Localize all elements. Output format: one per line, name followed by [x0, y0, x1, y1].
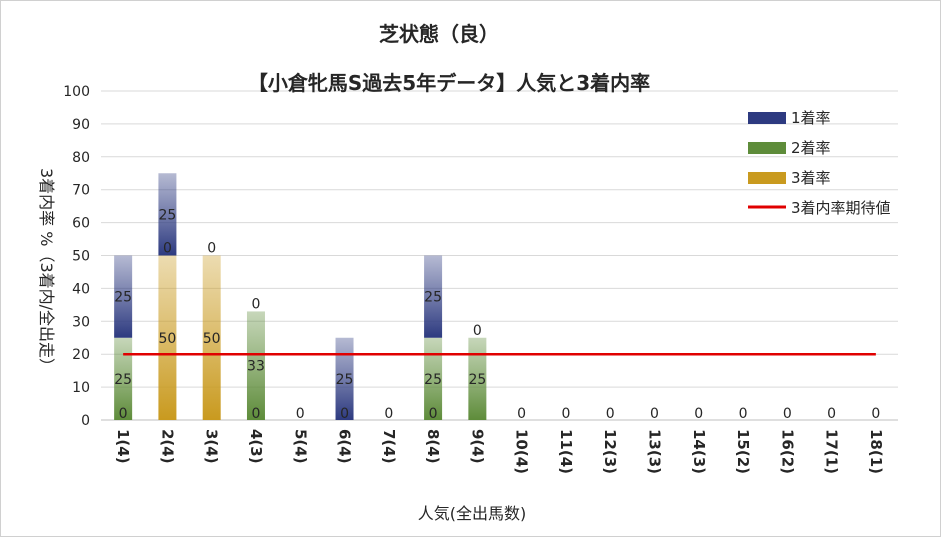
data-label: 0 [517, 406, 526, 422]
data-label: 0 [650, 406, 659, 422]
data-label: 0 [871, 406, 880, 422]
x-tick-label: 10(4) [513, 429, 531, 474]
x-tick-label: 12(3) [601, 429, 619, 474]
y-tick-label: 50 [72, 249, 90, 265]
x-tick-label: 5(4) [291, 429, 309, 464]
data-label: 25 [114, 372, 132, 388]
x-tick-label: 17(1) [823, 429, 841, 474]
legend-label-3rd: 3着率 [791, 169, 831, 187]
chart-subtitle: 【小倉牝馬S過去5年データ】人気と3着内率 [248, 71, 650, 95]
x-tick-label: 16(2) [778, 429, 796, 474]
y-tick-label: 0 [81, 413, 90, 429]
legend-swatch-3rd [748, 172, 786, 184]
x-tick-label: 14(3) [690, 429, 708, 474]
y-tick-label: 60 [72, 216, 90, 232]
data-label: 0 [473, 323, 482, 339]
y-tick-labels: 0 10 20 30 40 50 60 70 80 90 100 [63, 84, 90, 429]
x-tick-label: 9(4) [468, 429, 486, 464]
data-label: 0 [739, 406, 748, 422]
data-label: 25 [424, 290, 442, 306]
legend-label-1st: 1着率 [791, 109, 831, 127]
legend-swatch-2nd [748, 142, 786, 154]
y-tick-label: 80 [72, 150, 90, 166]
x-tick-label: 8(4) [424, 429, 442, 464]
y-tick-label: 40 [72, 281, 90, 297]
y-tick-label: 100 [63, 84, 90, 100]
data-label: 0 [694, 406, 703, 422]
data-label: 0 [252, 296, 261, 312]
data-label: 0 [606, 406, 615, 422]
x-tick-label: 1(4) [114, 429, 132, 464]
data-label: 50 [159, 331, 177, 347]
data-label: 25 [336, 372, 354, 388]
bar-segment [158, 173, 177, 256]
bar-segment [158, 255, 177, 420]
bar-segment [114, 337, 133, 420]
x-tick-label: 2(4) [158, 429, 176, 464]
x-tick-label: 13(3) [645, 429, 663, 474]
data-label: 0 [561, 406, 570, 422]
data-label: 25 [468, 372, 486, 388]
data-label: 0 [163, 241, 172, 257]
y-tick-label: 30 [72, 314, 90, 330]
data-label: 0 [296, 406, 305, 422]
x-tick-label: 11(4) [557, 429, 575, 474]
legend-label-expected: 3着内率期待値 [791, 199, 891, 217]
bar-segment [424, 255, 443, 338]
data-label: 0 [384, 406, 393, 422]
legend: 1着率 2着率 3着率 3着内率期待値 [748, 109, 891, 217]
data-label: 0 [429, 406, 438, 422]
data-label: 25 [159, 207, 177, 223]
x-tick-label: 4(3) [247, 429, 265, 464]
x-tick-label: 6(4) [336, 429, 354, 464]
data-label: 25 [114, 290, 132, 306]
bar-segment [246, 311, 265, 420]
data-label: 0 [783, 406, 792, 422]
bar-segment [424, 337, 443, 420]
bars [114, 173, 487, 420]
data-label: 50 [203, 331, 221, 347]
legend-label-2nd: 2着率 [791, 139, 831, 157]
data-label: 0 [207, 241, 216, 257]
data-label: 0 [827, 406, 836, 422]
data-label: 0 [119, 406, 128, 422]
data-label: 0 [340, 406, 349, 422]
x-tick-label: 7(4) [380, 429, 398, 464]
x-tick-label: 3(4) [203, 429, 221, 464]
y-tick-label: 70 [72, 183, 90, 199]
y-tick-label: 90 [72, 117, 90, 133]
y-tick-label: 20 [72, 347, 90, 363]
bar-segment [114, 255, 133, 338]
data-label: 33 [247, 359, 265, 375]
data-label: 0 [252, 406, 261, 422]
data-label: 25 [424, 372, 442, 388]
bar-segment [202, 255, 221, 420]
bar-segment [468, 337, 487, 420]
bar-segment [335, 337, 354, 420]
data-labels: 0 25 25 50 0 25 50 0 0 33 0 0 0 25 0 0 25 25 25 0 0 0 0 0 0 0 0 0 0 [114, 207, 880, 422]
legend-swatch-1st [748, 112, 786, 124]
x-tick-label: 15(2) [734, 429, 752, 474]
x-axis-label: 人気(全出馬数) [418, 504, 527, 523]
x-tick-labels: 1(4) 2(4) 3(4) 4(3) 5(4) 6(4) 7(4) 8(4) 9(4) 10(4… [114, 429, 885, 474]
x-tick-label: 18(1) [867, 429, 885, 474]
chart-title: 芝状態（良） [379, 22, 499, 46]
y-tick-label: 10 [72, 380, 90, 396]
y-axis-label: 3着内率 %（3着内/全出走） [37, 168, 56, 374]
